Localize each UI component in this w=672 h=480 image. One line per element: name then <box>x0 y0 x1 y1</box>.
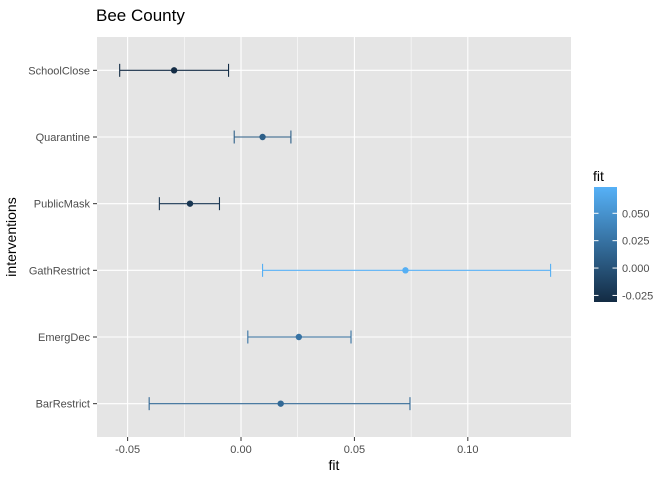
chart-title: Bee County <box>96 6 185 25</box>
y-tick-label: EmergDec <box>38 332 90 344</box>
x-tick-label: 0.00 <box>230 444 251 456</box>
point <box>277 400 284 407</box>
x-axis-title: fit <box>329 457 340 473</box>
legend-title: fit <box>593 168 604 184</box>
colorbar <box>594 187 617 302</box>
y-tick-label: BarRestrict <box>36 399 90 411</box>
point <box>259 133 266 141</box>
y-tick-label: PublicMask <box>34 199 91 211</box>
y-tick-label: GathRestrict <box>29 265 90 277</box>
legend-label: 0.000 <box>622 263 650 275</box>
data-layer <box>119 63 552 411</box>
interval-emergdec <box>247 330 352 344</box>
point <box>295 333 303 341</box>
y-axis-title: interventions <box>3 197 19 276</box>
legend-label: 0.050 <box>622 208 650 220</box>
y-tick-label: Quarantine <box>36 132 90 144</box>
point <box>402 267 409 274</box>
x-tick-label: 0.10 <box>457 444 478 456</box>
x-tick-label: -0.05 <box>115 444 140 456</box>
x-tick-label: 0.05 <box>344 444 365 456</box>
point <box>186 200 194 207</box>
interval-barrestrict <box>148 397 411 411</box>
point <box>170 67 178 74</box>
legend: fit -0.025 0.000 0.025 0.050 <box>593 168 653 302</box>
axes: -0.05 0.00 0.05 0.10 SchoolClose Quarantine Pu… <box>28 65 478 456</box>
interval-gathrestrict <box>262 263 552 277</box>
plot-panel <box>97 37 571 437</box>
legend-label: -0.025 <box>622 290 653 302</box>
interval-schoolclose <box>119 63 230 77</box>
interval-quarantine <box>233 130 292 144</box>
y-tick-label: SchoolClose <box>28 65 90 77</box>
legend-label: 0.025 <box>622 236 650 248</box>
interval-publicmask <box>158 197 221 211</box>
